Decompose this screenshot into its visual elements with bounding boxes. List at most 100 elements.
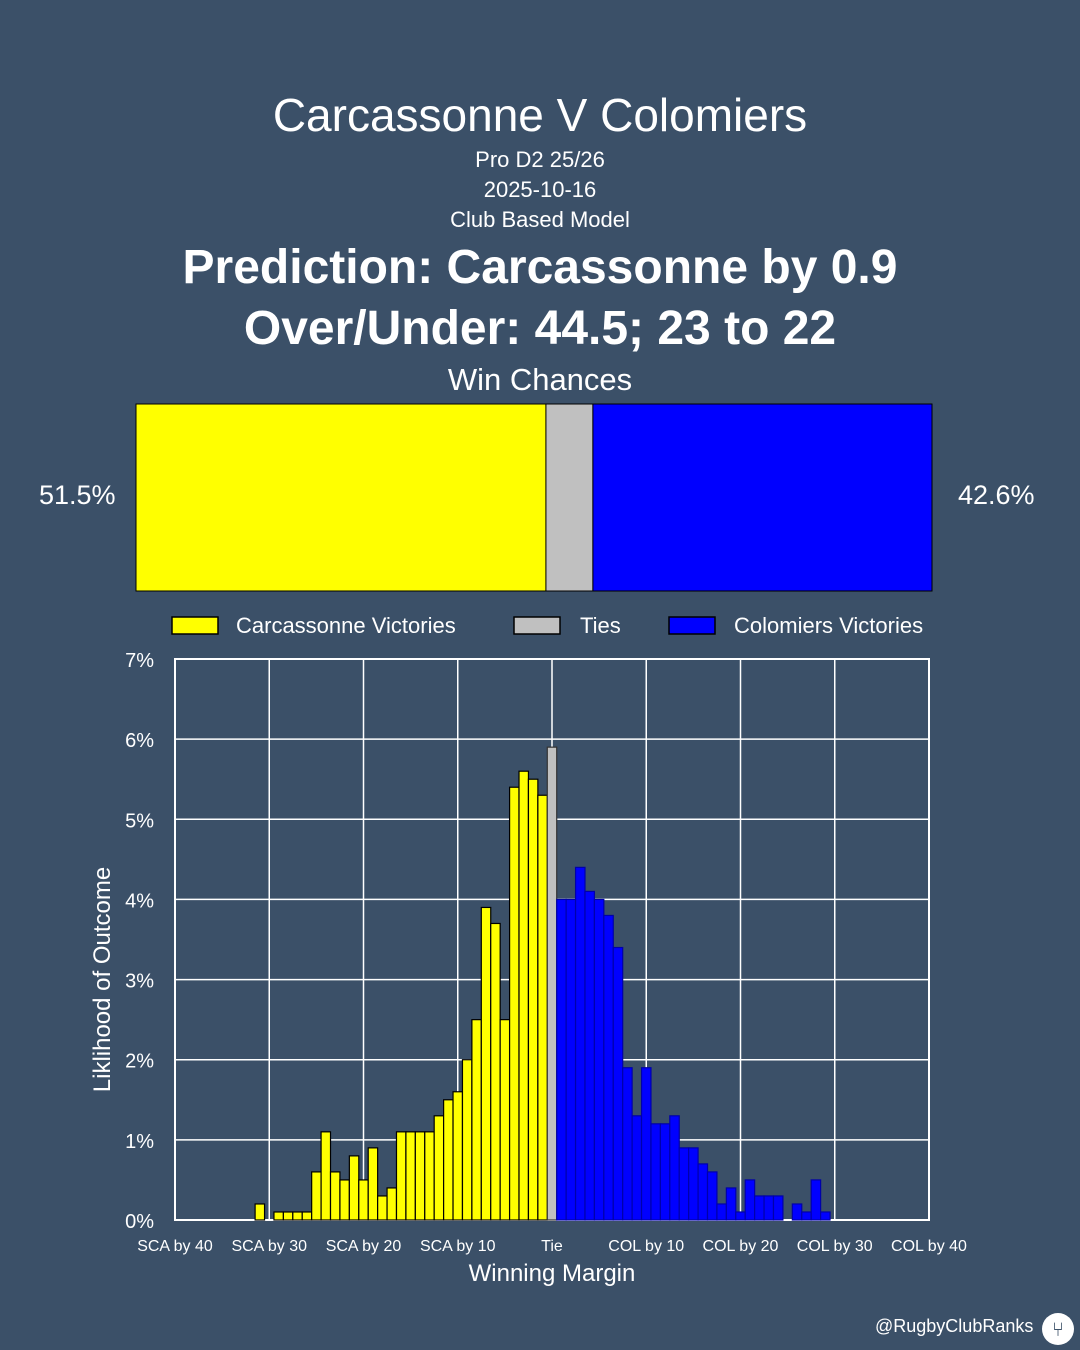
legend-tie-label: Ties [580,613,621,638]
away-margin-bar [735,1211,746,1221]
home-margin-bar [433,1115,445,1221]
away-margin-bar [603,914,614,1221]
home-margin-bar [424,1131,435,1221]
away-margin-bar [556,898,567,1221]
y-tick-label: 4% [125,890,154,912]
away-margin-bar [650,1123,661,1221]
y-tick-label: 5% [125,810,154,832]
brand-logo-icon: ⑂ [1042,1313,1074,1345]
away-margin-bar [725,1187,737,1221]
away-margin-bar [772,1195,784,1221]
tie-bar [546,746,558,1221]
home-margin-bar [452,1091,464,1221]
legend-home-swatch [171,616,219,635]
home-margin-bar [273,1211,284,1221]
home-margin-bar [282,1211,294,1221]
y-tick-label: 1% [125,1131,154,1153]
win-chances-title: Win Chances [447,362,633,397]
home-win-segment [135,403,547,592]
away-margin-bar [669,1115,680,1221]
x-tick-label: SCA by 30 [231,1238,307,1255]
y-tick-label: 7% [125,650,154,672]
footer-handle: @RugbyClubRanks [875,1316,1034,1336]
prediction-text: Prediction: Carcassonne by 0.9 [182,241,898,294]
page-title: Carcassonne V Colomiers [272,89,808,141]
home-margin-bar [480,906,492,1221]
away-margin-bar [810,1179,822,1221]
away-margin-bar [640,1067,652,1221]
home-margin-bar [405,1131,416,1221]
home-margin-bar [537,794,548,1221]
home-margin-bar [461,1059,473,1221]
away-margin-bar [716,1203,727,1221]
away-margin-bar [706,1171,718,1221]
home-margin-bar [414,1131,426,1221]
away-margin-bar [659,1123,671,1221]
legend-tie-swatch [513,616,561,635]
y-tick-label: 0% [125,1211,154,1233]
y-axis-title: Liklihood of Outcome [89,867,116,1092]
x-tick-label: COL by 40 [891,1238,967,1255]
away-margin-bar [763,1195,775,1221]
home-margin-bar [367,1147,379,1221]
away-margin-bar [688,1147,699,1221]
home-margin-bar [329,1171,341,1221]
away-margin-bar [791,1203,803,1221]
competition-label: Pro D2 25/26 [475,147,605,172]
legend-away-swatch [668,616,716,635]
away-margin-bar [593,898,605,1221]
y-tick-label: 3% [125,971,154,993]
home-margin-bar [320,1131,332,1221]
away-margin-bar [584,890,596,1221]
home-margin-bar [527,778,539,1221]
home-margin-bar [386,1187,398,1221]
home-margin-bar [490,922,501,1221]
y-tick-label: 6% [125,730,154,752]
home-margin-bar [292,1211,303,1221]
win-chances-bar [135,403,933,592]
over-under-text: Over/Under: 44.5; 23 to 22 [243,302,837,355]
away-margin-bar [574,866,586,1221]
home-margin-bar [348,1155,360,1221]
match-date: 2025-10-16 [483,177,597,202]
home-win-percentage: 51.5% [39,480,116,510]
x-tick-label: SCA by 10 [420,1238,496,1255]
away-margin-bar [697,1163,709,1221]
home-margin-bar [377,1195,388,1221]
x-tick-label: COL by 20 [703,1238,779,1255]
away-win-segment [592,403,933,592]
away-margin-bar [565,898,577,1221]
home-margin-bar [471,1019,482,1221]
x-axis-title: Winning Margin [469,1260,636,1287]
home-margin-bar [358,1179,369,1221]
away-margin-bar [801,1211,812,1221]
home-margin-bar [518,770,530,1221]
legend-home-label: Carcassonne Victories [236,613,456,638]
home-margin-bar [311,1171,322,1221]
away-margin-bar [631,1115,643,1221]
away-margin-bar [754,1195,765,1221]
legend: Carcassonne Victories Ties Colomiers Victo… [171,613,923,638]
away-margin-bar [612,946,624,1221]
home-margin-bar [499,1019,511,1221]
tie-segment [545,403,594,592]
axes: 0% 1% 2% 3% 4% 5% 6% 7% SCA by 40 SCA by 30 SCA by… [89,650,967,1287]
y-tick-label: 2% [125,1051,154,1073]
away-margin-bar [820,1211,831,1221]
home-margin-bar [254,1203,266,1221]
away-margin-bar [678,1147,690,1221]
legend-away-label: Colomiers Victories [734,613,923,638]
x-tick-label: COL by 10 [608,1238,684,1255]
away-margin-bar [622,1067,633,1221]
margin-bars [254,746,831,1221]
home-margin-bar [339,1179,350,1221]
x-tick-label: SCA by 40 [137,1238,213,1255]
home-margin-bar [443,1099,454,1221]
x-tick-label: Tie [541,1238,563,1255]
home-margin-bar [301,1211,313,1221]
away-win-percentage: 42.6% [958,480,1035,510]
home-margin-bar [508,786,520,1221]
x-tick-label: SCA by 20 [326,1238,402,1255]
away-margin-bar [744,1179,756,1221]
